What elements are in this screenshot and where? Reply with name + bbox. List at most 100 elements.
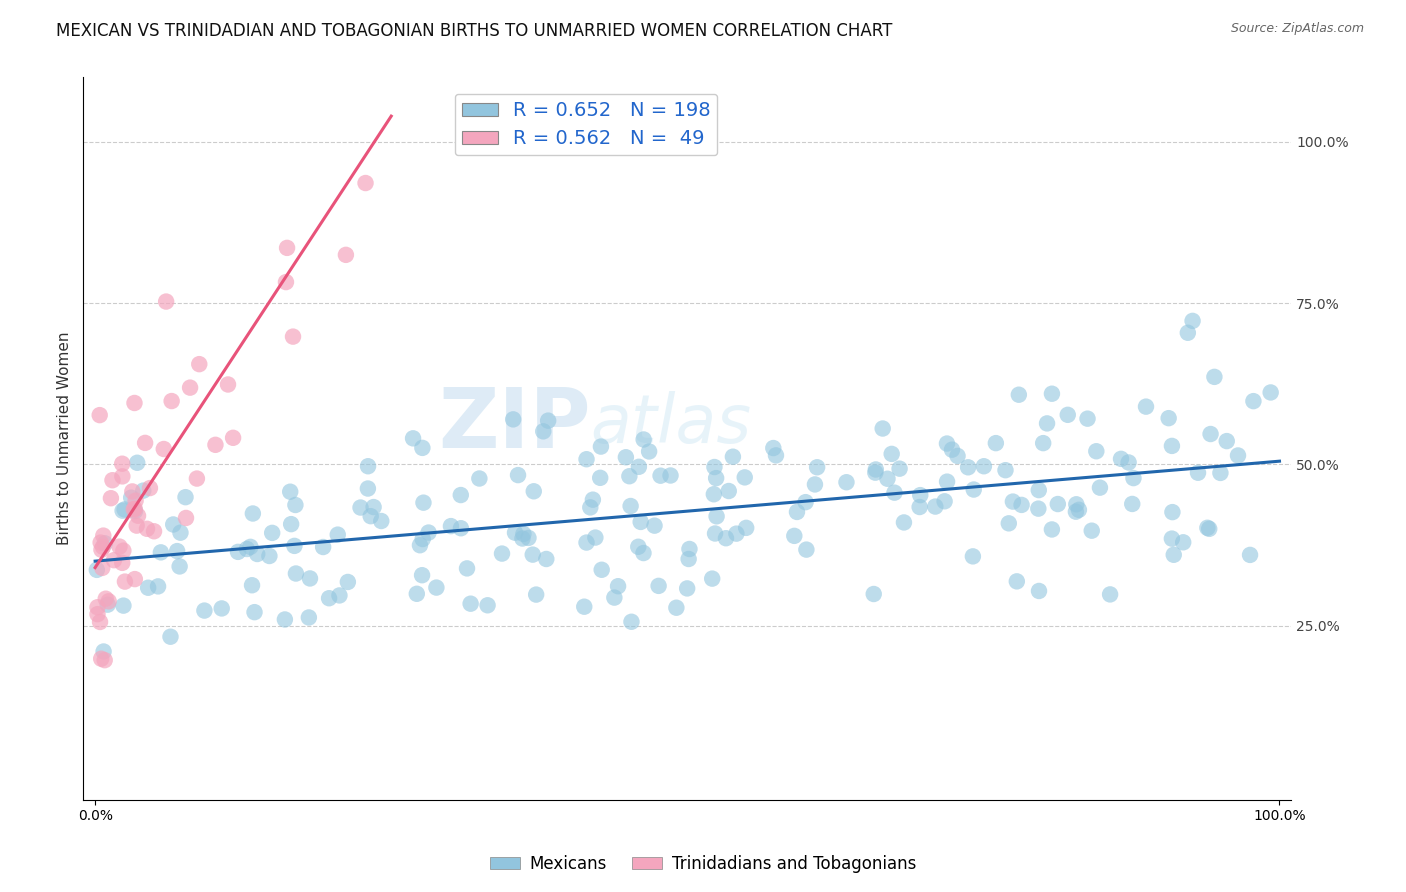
Point (765, 449, 787, 463)
Point (714, 531, 737, 545)
Point (186, 472, 208, 486)
Point (1028, 584, 1050, 599)
Point (997, 516, 1019, 531)
Point (1056, 408, 1078, 422)
Y-axis label: Births to Unmarried Women: Births to Unmarried Women (58, 332, 72, 545)
Point (583, 531, 606, 545)
Point (946, 449, 969, 463)
Point (1109, 451, 1132, 466)
Point (1181, 314, 1204, 328)
Point (357, 459, 380, 474)
Point (633, 546, 655, 560)
Point (963, 483, 986, 497)
Point (876, 472, 898, 486)
Point (468, 471, 491, 485)
Point (762, 441, 785, 455)
Point (1216, 434, 1239, 448)
Point (582, 492, 605, 507)
Point (703, 487, 725, 501)
Point (633, 433, 655, 447)
Point (630, 515, 652, 529)
Point (124, 502, 146, 516)
Point (90, 542, 112, 557)
Point (1040, 386, 1063, 401)
Point (659, 468, 682, 483)
Point (614, 450, 637, 465)
Point (1001, 494, 1024, 508)
Point (924, 500, 946, 514)
Point (284, 566, 307, 581)
Point (326, 527, 349, 541)
Point (734, 470, 756, 484)
Point (111, 469, 134, 483)
Point (880, 447, 903, 461)
Point (125, 518, 148, 533)
Point (721, 450, 744, 464)
Point (665, 600, 688, 615)
Point (957, 460, 980, 475)
Point (402, 431, 425, 445)
Point (725, 526, 748, 541)
Point (1067, 503, 1090, 517)
Point (536, 552, 558, 566)
Point (704, 526, 727, 541)
Point (603, 591, 626, 605)
Legend: R = 0.652   N = 198, R = 0.562   N =  49: R = 0.652 N = 198, R = 0.562 N = 49 (454, 94, 717, 155)
Point (103, 553, 125, 567)
Point (370, 514, 392, 528)
Point (1227, 449, 1250, 463)
Point (1064, 505, 1087, 519)
Point (1239, 548, 1261, 562)
Point (354, 176, 377, 190)
Point (620, 615, 643, 629)
Point (93, 644, 115, 658)
Point (425, 581, 447, 595)
Point (111, 504, 134, 518)
Point (1088, 481, 1111, 495)
Point (357, 482, 380, 496)
Point (735, 521, 758, 535)
Point (865, 466, 887, 480)
Point (127, 508, 149, 523)
Point (155, 294, 177, 309)
Point (86, 563, 108, 577)
Point (226, 545, 249, 559)
Point (246, 547, 269, 561)
Point (127, 456, 149, 470)
Point (1177, 326, 1199, 340)
Point (1028, 501, 1050, 516)
Point (114, 574, 136, 589)
Point (908, 500, 931, 514)
Point (1161, 439, 1184, 453)
Point (93, 653, 115, 667)
Point (274, 275, 297, 289)
Point (124, 396, 146, 410)
Point (91, 528, 114, 542)
Point (108, 540, 131, 554)
Point (703, 460, 725, 475)
Point (89, 615, 111, 629)
Point (139, 481, 162, 495)
Point (524, 588, 547, 602)
Point (89, 408, 111, 422)
Point (111, 556, 134, 570)
Point (512, 532, 534, 546)
Point (523, 484, 546, 499)
Point (456, 561, 478, 575)
Point (276, 241, 298, 255)
Point (360, 509, 382, 524)
Point (506, 468, 529, 483)
Point (1121, 497, 1143, 511)
Point (1173, 535, 1195, 549)
Point (412, 496, 434, 510)
Text: atlas: atlas (591, 392, 752, 458)
Point (647, 579, 669, 593)
Point (589, 440, 612, 454)
Point (100, 491, 122, 506)
Point (1135, 400, 1157, 414)
Text: MEXICAN VS TRINIDADIAN AND TOBAGONIAN BIRTHS TO UNMARRIED WOMEN CORRELATION CHAR: MEXICAN VS TRINIDADIAN AND TOBAGONIAN BI… (56, 22, 893, 40)
Point (335, 248, 357, 262)
Point (644, 518, 666, 533)
Point (786, 505, 808, 519)
Point (994, 463, 1017, 477)
